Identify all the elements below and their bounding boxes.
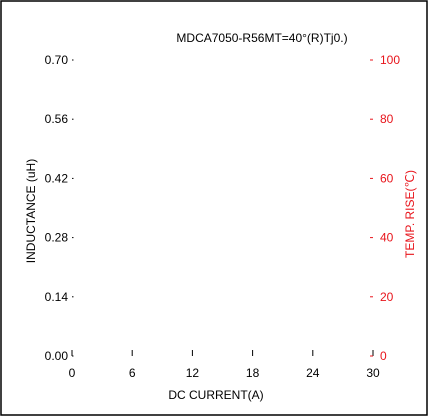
x-tick-label: 0	[69, 366, 76, 380]
y-axis-left-label: INDUCTANCE (uH)	[24, 159, 38, 263]
y-right-tick-label: 80	[380, 112, 394, 126]
y-right-tick-label: 100	[380, 53, 400, 67]
y-right-tick-label: 40	[380, 231, 394, 245]
x-tick-label: 6	[129, 366, 136, 380]
y-axis-right-ticks: 0 20 40 60 80 100	[370, 53, 400, 363]
x-tick-label: 30	[366, 366, 380, 380]
y-left-tick-label: 0.00	[45, 349, 69, 363]
x-axis-ticks: 0 6 12 18 24 30	[69, 350, 380, 380]
x-tick-label: 18	[246, 366, 260, 380]
x-tick-label: 12	[186, 366, 200, 380]
y-left-tick-label: 0.42	[45, 171, 69, 185]
y-left-tick-label: 0.56	[45, 112, 69, 126]
y-right-tick-label: 20	[380, 290, 394, 304]
x-tick-label: 24	[306, 366, 320, 380]
y-left-tick-label: 0.14	[45, 290, 69, 304]
y-right-tick-label: 60	[380, 171, 394, 185]
chart-title: MDCA7050-R56MT=40°(R)Tj0.)	[176, 31, 347, 45]
x-axis-label: DC CURRENT(A)	[168, 388, 263, 402]
y-right-tick-label: 0	[380, 349, 387, 363]
y-left-tick-label: 0.28	[45, 231, 69, 245]
y-axis-right-label: TEMP. RISE(℃)	[403, 170, 417, 258]
y-left-tick-label: 0.70	[45, 53, 69, 67]
y-axis-left-ticks: 0.00 0.14 0.28 0.42 0.56 0.70	[45, 53, 74, 363]
